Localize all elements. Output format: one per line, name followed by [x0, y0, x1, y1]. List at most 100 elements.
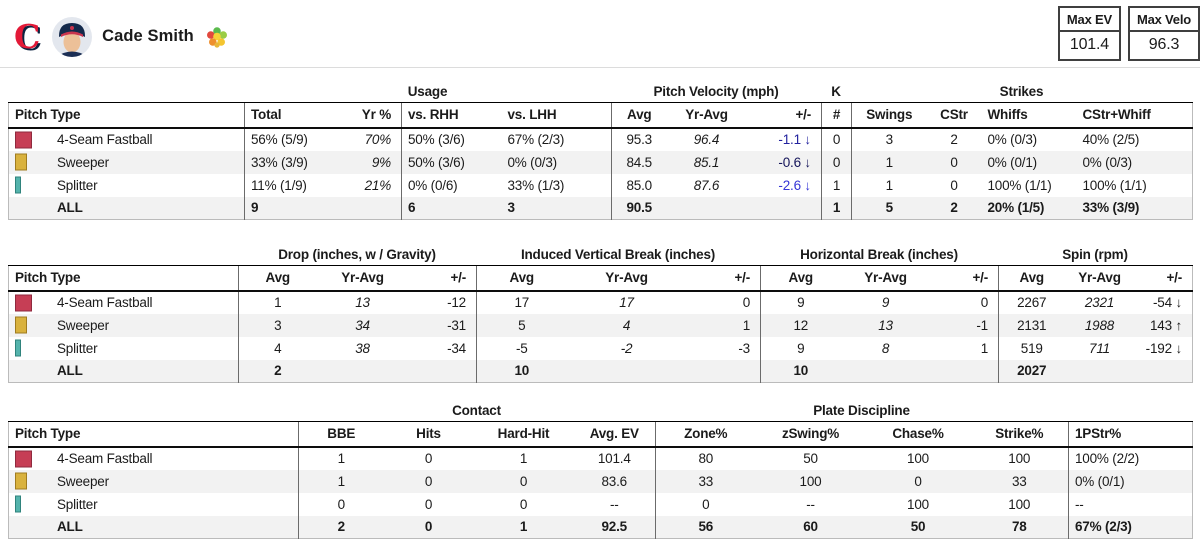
- max-ev-box: Max EV 101.4: [1057, 6, 1121, 61]
- pitch-name-label: Splitter: [57, 496, 98, 512]
- stats-table: Pitch Type BBE Hits Hard-Hit Avg. EV Zone% zSw…: [8, 421, 1193, 539]
- cell-spin-yr-avg: 1988: [1064, 313, 1135, 337]
- group-header-plate-discipline: Plate Discipline: [813, 403, 910, 418]
- cell-velo-plus-minus: -2.6 ↓: [778, 177, 811, 193]
- cell-velo-plus-minus: [746, 196, 822, 220]
- column-header-yr-pct: Yr %: [344, 102, 402, 129]
- cell-strike-pct: 100: [1008, 451, 1031, 466]
- cell-hb-yr-avg: 9: [881, 295, 890, 310]
- summary-row: ALL 2 10 10 2027: [8, 359, 1193, 383]
- column-header-avg-ev: Avg. EV: [573, 421, 656, 448]
- column-header-drop-yr-avg: Yr-Avg: [316, 265, 409, 292]
- cell-pitch-type: Sweeper: [8, 150, 245, 174]
- pitch-name-label: 4-Seam Fastball: [57, 132, 153, 147]
- cell-spin-plus-minus: -54 ↓: [1152, 295, 1182, 310]
- cell-whiffs: 20% (1/5): [981, 196, 1077, 220]
- column-header-drop-plus-minus: +/-: [408, 265, 477, 292]
- cell-cstr: 0: [926, 150, 982, 174]
- group-header-k: K: [831, 84, 841, 99]
- column-header-cstr-whiff: CStr+Whiff: [1076, 102, 1193, 129]
- cell-velo-yr-avg: [666, 196, 747, 220]
- cell-pitch-type: Sweeper: [8, 469, 299, 493]
- column-header-pitch-type: Pitch Type: [8, 421, 299, 448]
- cell-avg-ev: 92.5: [573, 515, 656, 539]
- cell-swings: 5: [851, 196, 927, 220]
- cell-swings: 1: [851, 150, 927, 174]
- cell-cstr-whiff: 40% (2/5): [1082, 132, 1140, 147]
- group-header-spin-rpm: Spin (rpm): [1062, 247, 1128, 262]
- cell-hb-yr-avg: 8: [881, 340, 890, 356]
- cell-zswing-pct: 100: [755, 469, 866, 493]
- column-header-ivb-avg: Avg: [476, 265, 567, 292]
- cell-pitch-type: Splitter: [9, 174, 245, 197]
- cell-pitch-type: Splitter: [9, 337, 239, 360]
- group-header-strikes: Strikes: [999, 84, 1044, 99]
- summary-row: ALL 9 6 3 90.5 1 5 2 20% (1/5) 33% (3/9): [8, 196, 1193, 220]
- max-velo-box: Max Velo 96.3: [1127, 6, 1200, 61]
- column-header-zswing-pct: zSwing%: [755, 421, 866, 448]
- cell-ivb-plus-minus: 1: [686, 313, 761, 337]
- cell-cstr: 2: [950, 132, 958, 147]
- column-header-hits: Hits: [383, 421, 474, 448]
- cell-vs-rhh: 0% (0/6): [401, 173, 502, 197]
- group-header-contact: Contact: [452, 403, 501, 418]
- cell-zswing-pct: 50: [803, 451, 818, 466]
- pitch-row-splitter: Splitter 11% (1/9) 21% 0% (0/6) 33% (1/3) 85.…: [9, 173, 1193, 197]
- cell-total: 33% (3/9): [244, 150, 345, 174]
- column-header-velo-plus-minus: +/-: [746, 102, 822, 129]
- cell-velo-yr-avg: 96.4: [693, 132, 720, 147]
- pitch-name-label: Sweeper: [57, 154, 109, 170]
- cell-hb-yr-avg: 13: [840, 313, 931, 337]
- cell-first-pitch-strike-pct: --: [1068, 492, 1193, 516]
- cell-hb-avg: 12: [760, 313, 841, 337]
- cell-cstr-whiff: 100% (1/1): [1082, 177, 1147, 193]
- group-header-drop-inches-w-gravity: Drop (inches, w / Gravity): [278, 247, 436, 262]
- pitch-name-label: Sweeper: [57, 473, 109, 489]
- column-header-hb-plus-minus: +/-: [930, 265, 999, 292]
- cell-hb-plus-minus: -1: [930, 313, 999, 337]
- cell-velo-avg: 90.5: [611, 196, 667, 220]
- cell-velo-yr-avg: 87.6: [693, 177, 720, 193]
- cell-ivb-yr-avg: 17: [619, 295, 634, 310]
- column-header-cstr: CStr: [926, 102, 982, 129]
- cell-spin-avg: 2027: [998, 359, 1065, 383]
- max-velo-value: 96.3: [1148, 36, 1180, 53]
- cell-hb-plus-minus: 1: [980, 340, 989, 356]
- cell-hard-hit: 0: [519, 496, 528, 512]
- cell-hb-avg: 9: [760, 336, 841, 360]
- table-contact-plate-discipline: Contact Plate Discipline Pitch Type BBE Hit…: [0, 400, 1200, 539]
- max-velo-label: Max Velo: [1129, 8, 1198, 32]
- cell-chase-pct: 50: [865, 515, 971, 539]
- cell-velo-avg: 95.3: [611, 127, 667, 151]
- cell-hits: 0: [383, 515, 474, 539]
- cell-hb-avg: 10: [760, 359, 841, 383]
- cell-zone-pct: 56: [655, 515, 756, 539]
- cell-pitch-type: ALL: [8, 359, 239, 383]
- cell-yr-pct: 21%: [364, 177, 392, 193]
- cell-drop-avg: 4: [238, 336, 317, 360]
- cell-vs-rhh: 6: [401, 196, 502, 220]
- cell-hb-plus-minus: 0: [980, 295, 989, 310]
- cell-bbe: 2: [298, 515, 384, 539]
- column-header-strike-pct: Strike%: [970, 421, 1069, 448]
- cell-total: 11% (1/9): [244, 173, 345, 197]
- cell-zone-pct: 33: [655, 469, 756, 493]
- cell-whiffs: 0% (0/1): [981, 150, 1077, 174]
- cell-ivb-yr-avg: 4: [566, 313, 687, 337]
- pitch-color-swatch: [15, 472, 27, 490]
- column-header-velo-yr-avg: Yr-Avg: [666, 102, 747, 129]
- group-header-row: Contact Plate Discipline: [8, 400, 1200, 421]
- cell-total: 56% (5/9): [244, 127, 345, 151]
- cell-spin-avg: 2267: [998, 290, 1065, 314]
- cell-avg-ev: 83.6: [573, 469, 656, 493]
- cell-chase-pct: 100: [907, 496, 929, 512]
- cell-drop-plus-minus: -34: [447, 340, 466, 356]
- cell-first-pitch-strike-pct: 100% (2/2): [1068, 446, 1193, 470]
- cell-cstr: 0: [950, 177, 958, 193]
- cell-pitch-type: 4-Seam Fastball: [9, 291, 239, 314]
- pitch-row-4-seam-fastball: 4-Seam Fastball 1 0 1 101.4 80 50 100 100 100% (2…: [9, 446, 1193, 470]
- cell-avg-ev: --: [609, 496, 619, 512]
- player-name: Cade Smith: [102, 27, 194, 45]
- column-header-vs-rhh: vs. RHH: [401, 102, 502, 129]
- cell-pitch-type: 4-Seam Fastball: [9, 128, 245, 151]
